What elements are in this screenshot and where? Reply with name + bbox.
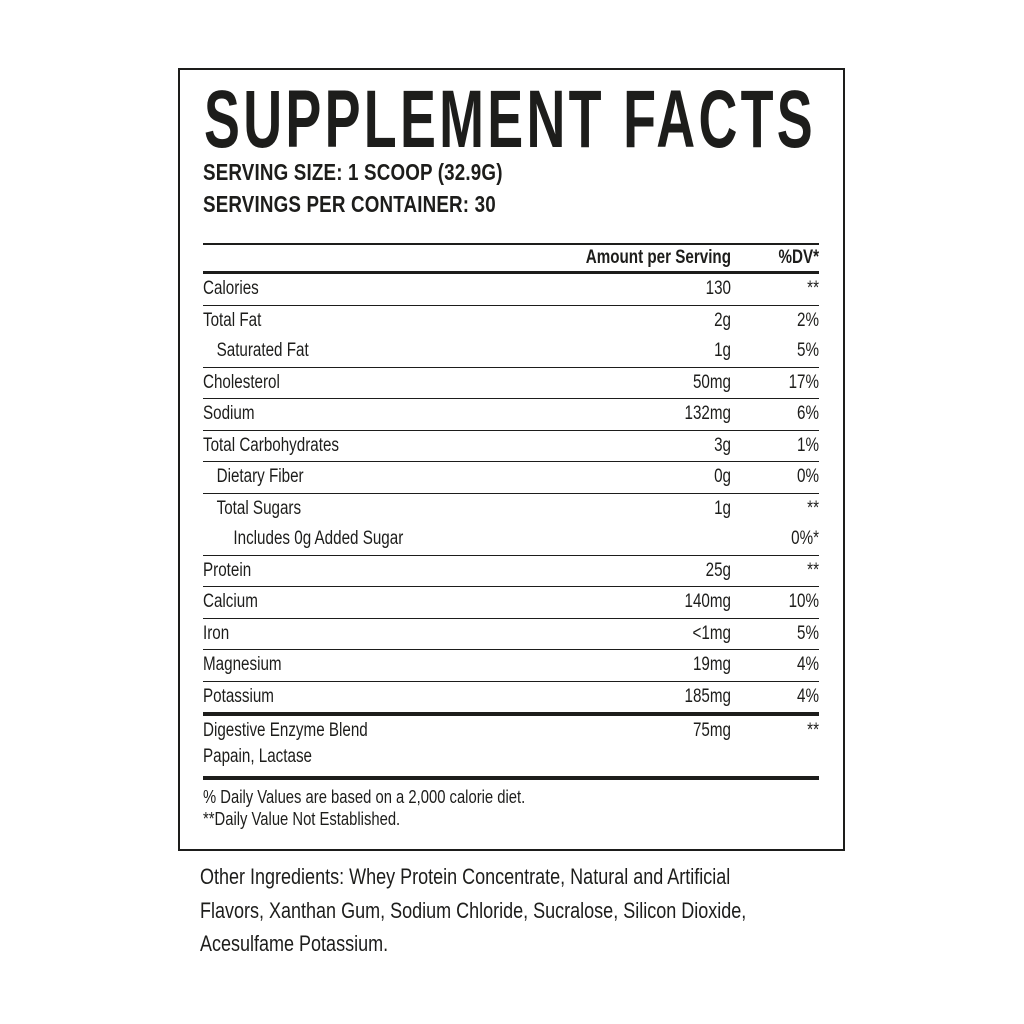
nutrient-amount: 50mg xyxy=(692,371,731,393)
nutrient-name: Total Sugars xyxy=(216,497,302,519)
nutrient-amount: 25g xyxy=(705,559,731,581)
serving-size: SERVING SIZE: 1 SCOOP (32.9G) xyxy=(203,159,503,185)
nutrient-sublabel: Papain, Lactase xyxy=(203,745,313,767)
ingredients-line: Acesulfame Potassium. xyxy=(200,931,389,956)
table-row: Sodium 132mg 6% xyxy=(203,399,819,431)
nutrient-amount: 75mg xyxy=(692,720,731,742)
table-row: Total Carbohydrates 3g 1% xyxy=(203,431,819,462)
table-row: Magnesium 19mg 4% xyxy=(203,650,819,682)
facts-table-body: Calories 130 ** Total Fat 2g 2% Saturate… xyxy=(203,274,819,780)
nutrient-dv: ** xyxy=(807,278,819,300)
table-row: Calcium 140mg 10% xyxy=(203,587,819,619)
nutrient-dv: 6% xyxy=(797,403,819,425)
nutrient-name: Cholesterol xyxy=(203,371,280,393)
nutrient-dv: 0% xyxy=(797,466,819,488)
nutrient-dv: 10% xyxy=(788,591,819,613)
column-header-amount: Amount per Serving xyxy=(585,247,731,268)
table-row: Saturated Fat 1g 5% xyxy=(203,336,819,368)
nutrient-amount: <1mg xyxy=(692,622,731,644)
nutrient-dv: 17% xyxy=(788,371,819,393)
nutrient-name: Magnesium xyxy=(203,654,282,676)
nutrient-name: Total Carbohydrates xyxy=(203,434,340,456)
table-header-row: Amount per Serving %DV* xyxy=(203,245,819,274)
nutrient-amount: 1g xyxy=(714,497,731,519)
nutrient-dv: ** xyxy=(807,720,819,742)
other-ingredients-paragraph: Other Ingredients: Whey Protein Concentr… xyxy=(200,860,940,961)
nutrient-dv: 4% xyxy=(797,685,819,707)
table-row: Includes 0g Added Sugar 0%* xyxy=(203,524,819,556)
ingredients-line: Other Ingredients: Whey Protein Concentr… xyxy=(200,864,731,889)
table-row: Total Sugars 1g ** xyxy=(203,494,819,525)
nutrient-amount: 132mg xyxy=(684,403,731,425)
nutrient-amount: 140mg xyxy=(684,591,731,613)
nutrient-dv: 4% xyxy=(797,654,819,676)
serving-info: SERVING SIZE: 1 SCOOP (32.9G) SERVINGS P… xyxy=(203,156,819,220)
nutrient-name: Protein xyxy=(203,559,252,581)
nutrient-name: Dietary Fiber xyxy=(216,466,304,488)
table-row: Dietary Fiber 0g 0% xyxy=(203,462,819,494)
footnote-dv-not-established: **Daily Value Not Established. xyxy=(203,807,401,829)
table-row: Cholesterol 50mg 17% xyxy=(203,368,819,399)
nutrient-amount: 3g xyxy=(714,434,731,456)
nutrient-dv: ** xyxy=(807,559,819,581)
footnote-dv-basis: % Daily Values are based on a 2,000 calo… xyxy=(203,785,526,807)
supplement-facts-panel: SUPPLEMENT FACTS SERVING SIZE: 1 SCOOP (… xyxy=(178,68,845,851)
nutrient-dv: 2% xyxy=(797,309,819,331)
table-row: Calories 130 ** xyxy=(203,274,819,306)
nutrient-name: Digestive Enzyme Blend xyxy=(203,720,368,742)
facts-title: SUPPLEMENT FACTS xyxy=(204,86,816,150)
nutrient-dv: 5% xyxy=(797,340,819,362)
nutrient-name: Sodium xyxy=(203,403,255,425)
nutrient-name: Calories xyxy=(203,278,259,300)
nutrient-name: Calcium xyxy=(203,591,258,613)
nutrient-amount: 130 xyxy=(705,278,731,300)
table-row: Iron <1mg 5% xyxy=(203,619,819,650)
nutrient-amount: 185mg xyxy=(684,685,731,707)
nutrient-dv: 5% xyxy=(797,622,819,644)
nutrient-amount: 0g xyxy=(714,466,731,488)
nutrient-dv: 1% xyxy=(797,434,819,456)
nutrient-dv: ** xyxy=(807,497,819,519)
table-row: Potassium 185mg 4% xyxy=(203,682,819,716)
nutrient-name: Total Fat xyxy=(203,309,262,331)
table-row: Digestive Enzyme Blend 75mg ** Papain, L… xyxy=(203,716,819,780)
nutrient-amount: 1g xyxy=(714,340,731,362)
nutrient-name: Iron xyxy=(203,622,230,644)
table-row: Protein 25g ** xyxy=(203,556,819,587)
nutrient-dv: 0%* xyxy=(791,528,819,550)
facts-table: Amount per Serving %DV* Calories 130 ** … xyxy=(203,243,819,780)
ingredients-line: Flavors, Xanthan Gum, Sodium Chloride, S… xyxy=(200,897,747,923)
nutrient-name: Saturated Fat xyxy=(216,340,309,362)
nutrient-name: Includes 0g Added Sugar xyxy=(233,528,404,550)
nutrient-name: Potassium xyxy=(203,685,274,707)
nutrient-amount: 2g xyxy=(714,309,731,331)
servings-per-container: SERVINGS PER CONTAINER: 30 xyxy=(203,191,496,217)
column-header-dv: %DV* xyxy=(778,247,819,268)
facts-title-graphic: SUPPLEMENT FACTS xyxy=(204,86,816,150)
nutrient-amount: 19mg xyxy=(692,654,731,676)
footnotes: % Daily Values are based on a 2,000 calo… xyxy=(203,780,819,830)
table-row: Total Fat 2g 2% xyxy=(203,306,819,337)
